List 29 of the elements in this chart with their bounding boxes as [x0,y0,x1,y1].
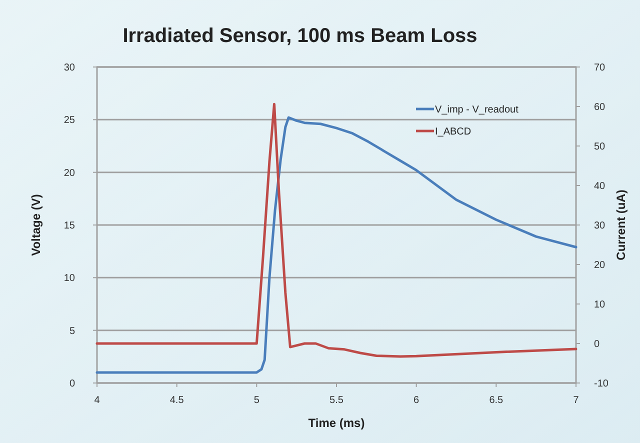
y-tick-label: 15 [64,220,76,232]
x-tick-label: 5 [254,395,260,406]
x-tick-label: 5.5 [330,395,344,406]
y2-tick-label: 20 [594,260,606,271]
y-tick-label: 0 [69,378,76,390]
y-tick-label: 20 [64,168,76,179]
y-axis-title: Voltage (V) [29,194,43,256]
x-tick-label: 7 [573,395,580,406]
y2-tick-label: 30 [594,220,606,232]
y2-tick-label: 70 [594,62,606,74]
y-tick-label: 10 [64,273,76,284]
x-tick-label: 6 [414,395,420,406]
x-axis-title: Time (ms) [308,416,365,430]
legend-label: V_imp - V_readout [435,104,519,116]
y2-tick-label: -10 [594,378,609,390]
y2-tick-label: 60 [594,102,606,113]
y-tick-label: 5 [69,326,76,337]
x-tick-label: 4.5 [170,395,184,406]
y2-tick-label: 40 [594,181,606,192]
y-tick-label: 30 [64,62,76,74]
y2-axis-title: Current (uA) [614,190,628,260]
chart-title: Irradiated Sensor, 100 ms Beam Loss [122,25,478,47]
y2-tick-label: 50 [594,142,606,152]
x-tick-label: 6.5 [489,395,504,406]
y2-tick-label: 10 [594,300,606,310]
x-tick-label: 4 [94,395,100,406]
y2-tick-label: 0 [594,339,600,350]
legend-label: I_ABCD [435,126,472,138]
y-tick-label: 25 [64,115,76,126]
